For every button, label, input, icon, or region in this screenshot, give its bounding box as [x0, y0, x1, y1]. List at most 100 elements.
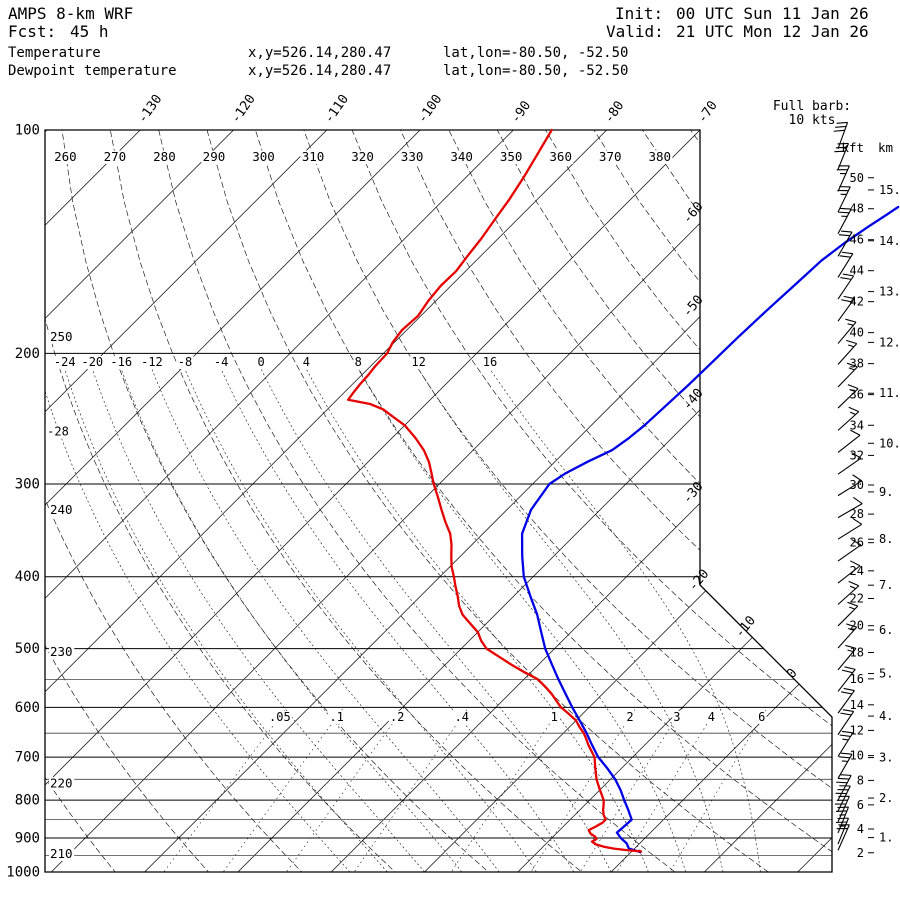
valid-label: Valid: [606, 22, 664, 41]
svg-text:50: 50 [850, 171, 864, 185]
svg-text:300: 300 [15, 477, 40, 493]
svg-text:900: 900 [15, 831, 40, 847]
svg-text:36: 36 [850, 388, 864, 402]
dewpoint-xy: x,y=526.14,280.47 [248, 63, 392, 79]
svg-text:2.: 2. [879, 791, 893, 805]
svg-text:-28: -28 [47, 425, 69, 439]
svg-text:km: km [878, 140, 893, 155]
valid-value: 21 UTC Mon 12 Jan 26 [676, 22, 869, 41]
svg-text:-60: -60 [680, 199, 707, 227]
svg-text:-12: -12 [141, 355, 163, 369]
svg-text:5.: 5. [879, 667, 893, 681]
fcst-label: Fcst: [8, 22, 57, 41]
dewpoint-latlon: lat,lon=-80.50, -52.50 [443, 63, 629, 79]
svg-text:8.: 8. [879, 532, 893, 546]
svg-text:32: 32 [850, 448, 864, 462]
svg-text:15.: 15. [879, 183, 900, 197]
svg-text:14.: 14. [879, 234, 900, 248]
svg-text:350: 350 [500, 149, 523, 164]
svg-text:40: 40 [850, 326, 864, 340]
svg-text:270: 270 [104, 149, 127, 164]
svg-text:10: 10 [850, 749, 864, 763]
svg-text:18: 18 [850, 645, 864, 659]
svg-text:230: 230 [50, 644, 73, 659]
svg-text:48: 48 [850, 202, 864, 216]
svg-text:-8: -8 [178, 355, 192, 369]
svg-text:200: 200 [15, 346, 40, 362]
svg-text:.4: .4 [455, 710, 469, 724]
svg-text:4: 4 [708, 710, 715, 724]
svg-text:46: 46 [850, 233, 864, 247]
svg-text:-30: -30 [680, 479, 707, 507]
svg-text:22: 22 [850, 591, 864, 605]
fcst-value: 45 h [70, 22, 109, 41]
dewpoint-legend-label: Dewpoint temperature [8, 63, 177, 79]
svg-text:6: 6 [857, 798, 864, 812]
svg-text:7.: 7. [879, 578, 893, 592]
svg-text:.1: .1 [329, 710, 343, 724]
svg-text:-100: -100 [415, 92, 445, 126]
temperature-latlon: lat,lon=-80.50, -52.50 [443, 45, 629, 61]
svg-text:8: 8 [355, 355, 362, 369]
svg-text:3.: 3. [879, 751, 893, 765]
svg-text:38: 38 [850, 357, 864, 371]
svg-text:Full barb:: Full barb: [773, 99, 851, 114]
svg-text:-20: -20 [686, 567, 713, 595]
svg-text:26: 26 [850, 536, 864, 550]
svg-text:9.: 9. [879, 485, 893, 499]
svg-text:1.: 1. [879, 831, 893, 845]
svg-text:16: 16 [850, 672, 864, 686]
model-title: AMPS 8-km WRF [8, 4, 134, 23]
svg-text:310: 310 [302, 149, 325, 164]
svg-text:-24: -24 [54, 355, 76, 369]
temperature-legend-label: Temperature [8, 45, 101, 61]
svg-text:44: 44 [850, 264, 864, 278]
svg-text:340: 340 [450, 149, 473, 164]
svg-text:6: 6 [758, 710, 765, 724]
svg-text:.05: .05 [269, 710, 291, 724]
temperature-xy: x,y=526.14,280.47 [248, 45, 392, 61]
svg-text:13.: 13. [879, 285, 900, 299]
svg-text:14: 14 [850, 698, 864, 712]
svg-text:240: 240 [50, 502, 73, 517]
svg-text:260: 260 [54, 149, 77, 164]
svg-text:500: 500 [15, 641, 40, 657]
svg-text:4: 4 [303, 355, 310, 369]
svg-text:30: 30 [850, 478, 864, 492]
svg-text:6.: 6. [879, 623, 893, 637]
svg-text:42: 42 [850, 295, 864, 309]
svg-text:370: 370 [599, 149, 622, 164]
svg-text:24: 24 [850, 564, 864, 578]
svg-text:-80: -80 [602, 98, 628, 126]
svg-text:100: 100 [15, 123, 40, 139]
svg-text:300: 300 [252, 149, 275, 164]
svg-text:380: 380 [648, 149, 671, 164]
svg-text:2: 2 [626, 710, 633, 724]
svg-text:0: 0 [258, 355, 265, 369]
svg-text:34: 34 [850, 418, 864, 432]
svg-text:8: 8 [857, 773, 864, 787]
svg-text:-20: -20 [81, 355, 103, 369]
svg-text:12.: 12. [879, 335, 900, 349]
svg-text:600: 600 [15, 700, 40, 716]
svg-text:330: 330 [401, 149, 424, 164]
svg-text:1000: 1000 [6, 865, 40, 881]
svg-text:-16: -16 [110, 355, 132, 369]
init-label: Init: [615, 4, 664, 23]
svg-text:400: 400 [15, 569, 40, 585]
svg-text:290: 290 [203, 149, 226, 164]
svg-text:360: 360 [549, 149, 572, 164]
svg-text:210: 210 [50, 846, 73, 861]
svg-text:-90: -90 [508, 98, 534, 126]
svg-text:.2: .2 [390, 710, 404, 724]
svg-text:-120: -120 [228, 92, 258, 126]
svg-text:12: 12 [850, 723, 864, 737]
svg-text:800: 800 [15, 793, 40, 809]
svg-text:12: 12 [411, 355, 425, 369]
svg-text:-110: -110 [322, 92, 352, 126]
svg-text:16: 16 [483, 355, 497, 369]
svg-text:-50: -50 [680, 293, 707, 321]
svg-text:-4: -4 [214, 355, 228, 369]
